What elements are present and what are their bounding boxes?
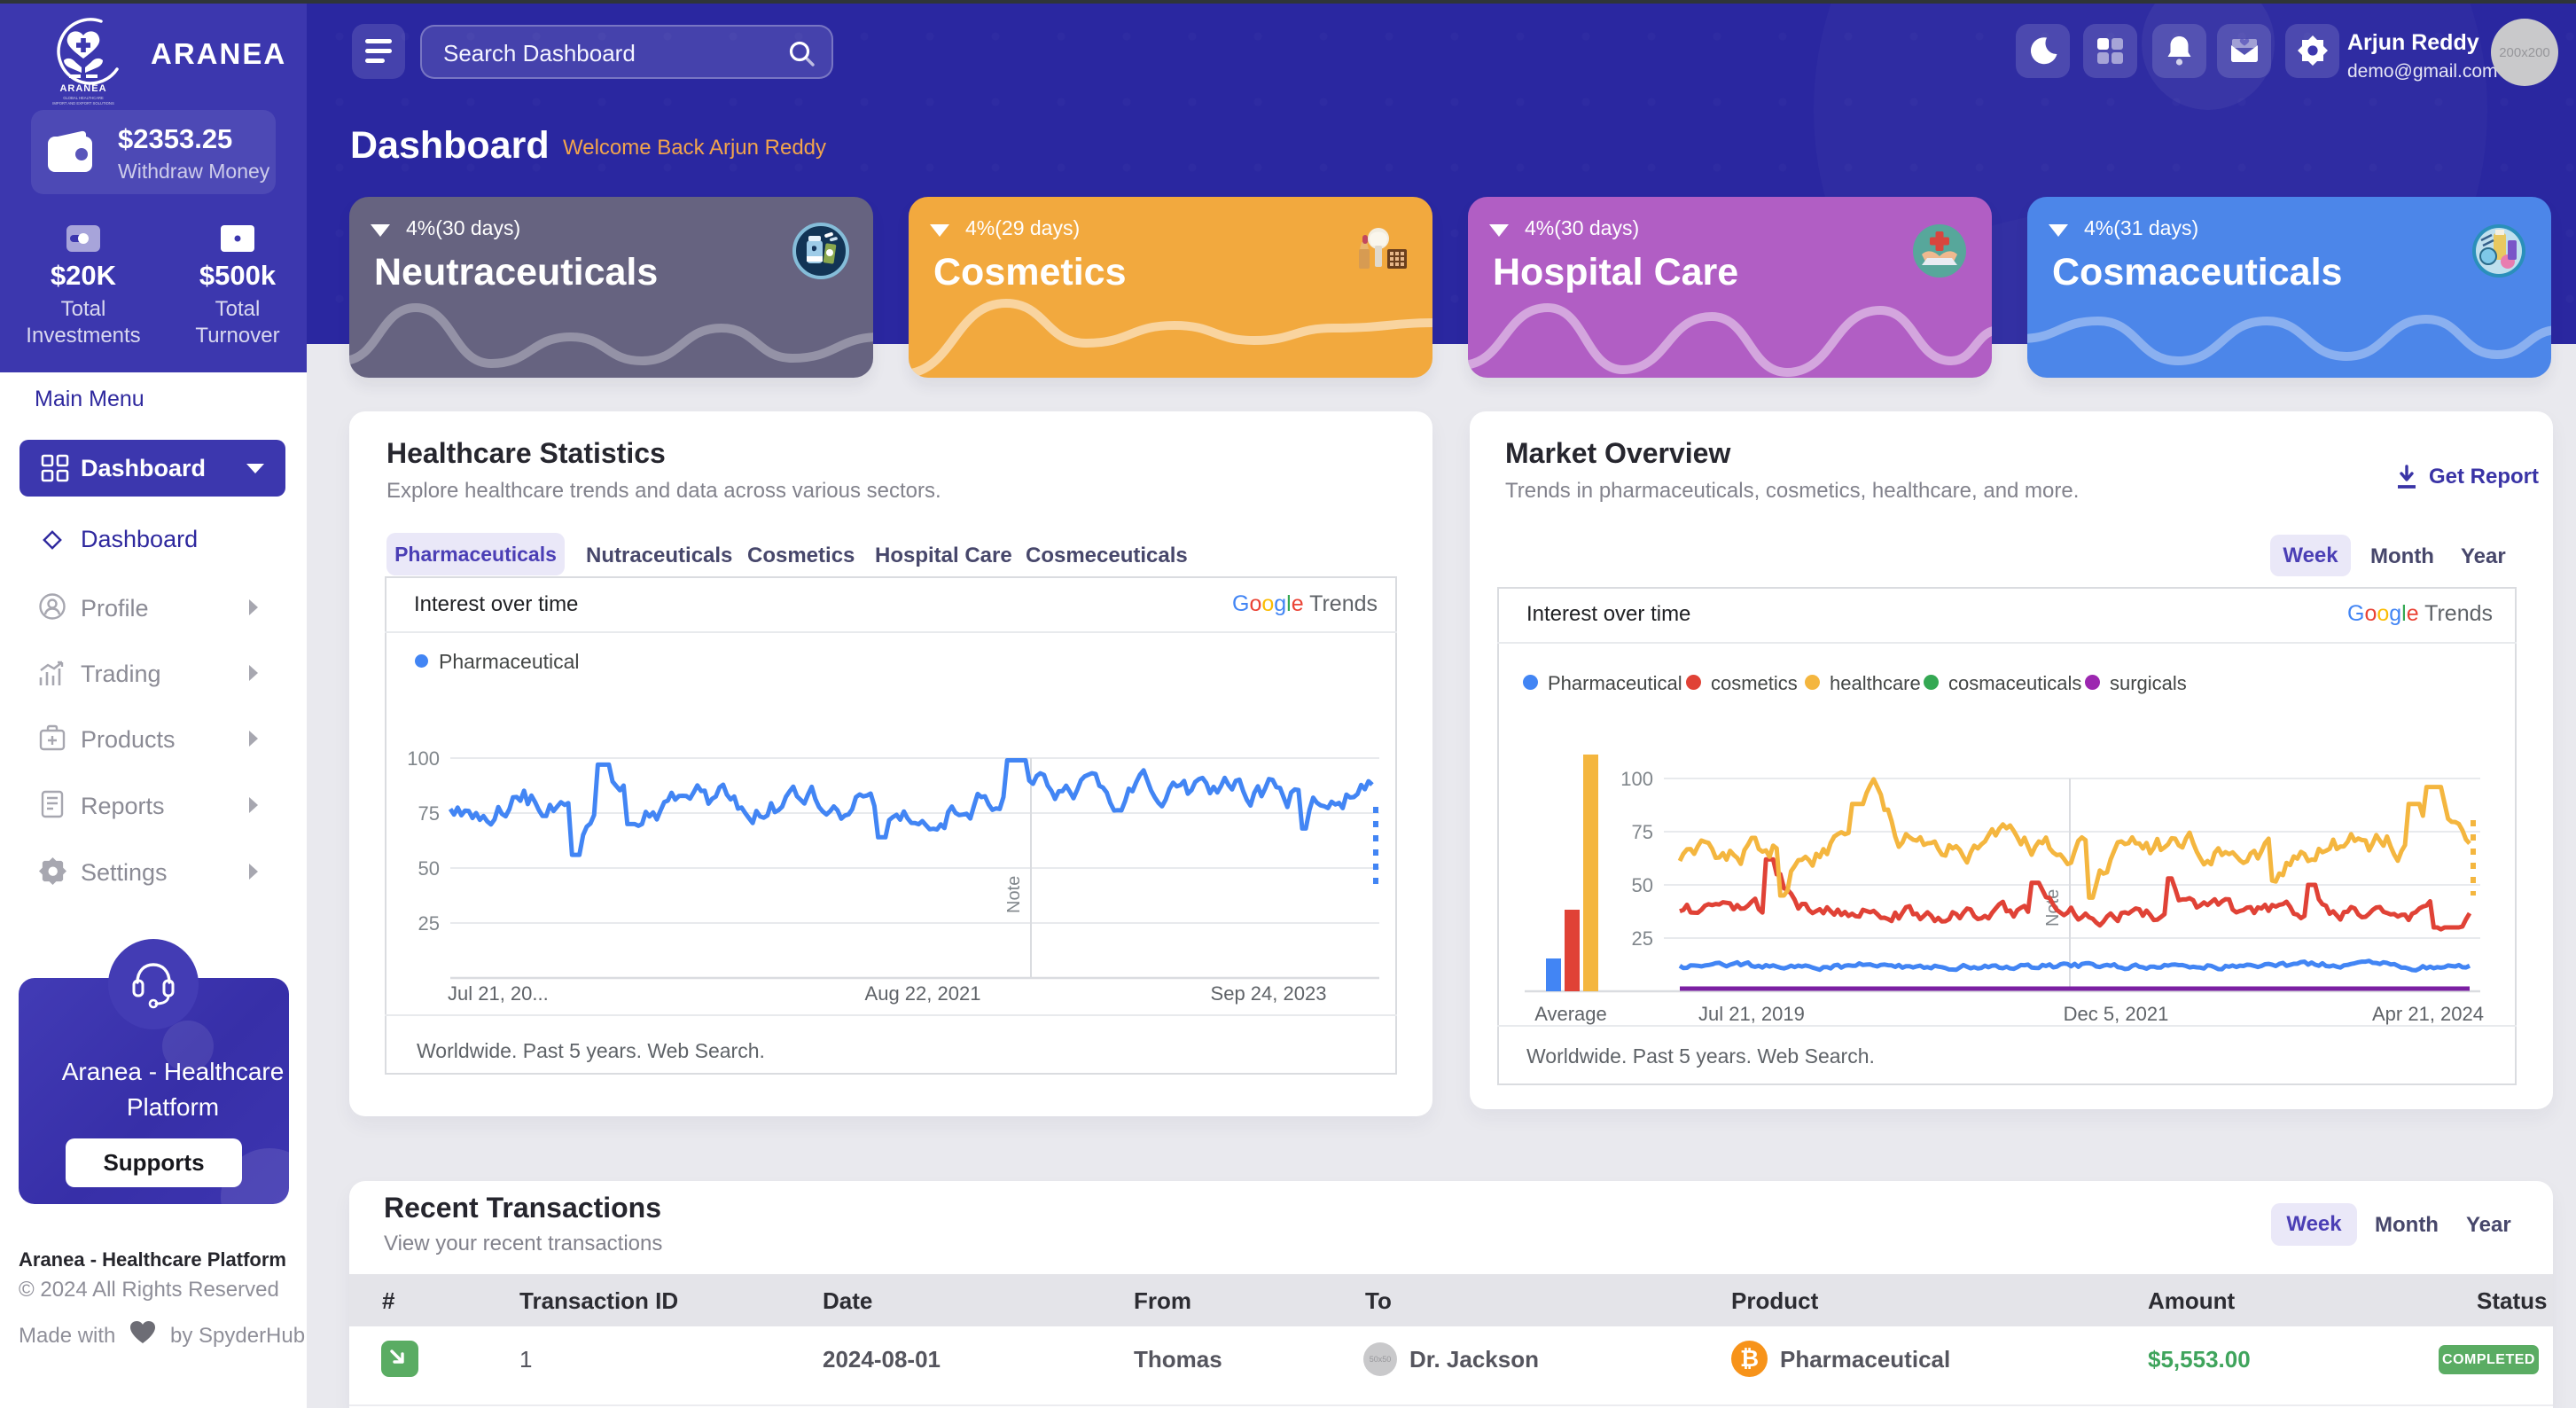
svg-text:75: 75 bbox=[1632, 821, 1653, 843]
svg-text:50: 50 bbox=[418, 857, 440, 880]
svg-text:25: 25 bbox=[418, 912, 440, 935]
svg-text:Note: Note bbox=[1004, 876, 1024, 913]
svg-text:100: 100 bbox=[1620, 768, 1653, 790]
svg-text:IMPORT AND EXPORT SOLUTIONS: IMPORT AND EXPORT SOLUTIONS bbox=[52, 101, 114, 106]
svg-text:GLOBAL HEALTHCARE: GLOBAL HEALTHCARE bbox=[63, 96, 104, 100]
svg-text:75: 75 bbox=[418, 802, 440, 825]
svg-text:100: 100 bbox=[407, 747, 440, 770]
svg-text:25: 25 bbox=[1632, 927, 1653, 950]
svg-text:50: 50 bbox=[1632, 874, 1653, 896]
svg-text:ARANEA: ARANEA bbox=[59, 83, 106, 94]
